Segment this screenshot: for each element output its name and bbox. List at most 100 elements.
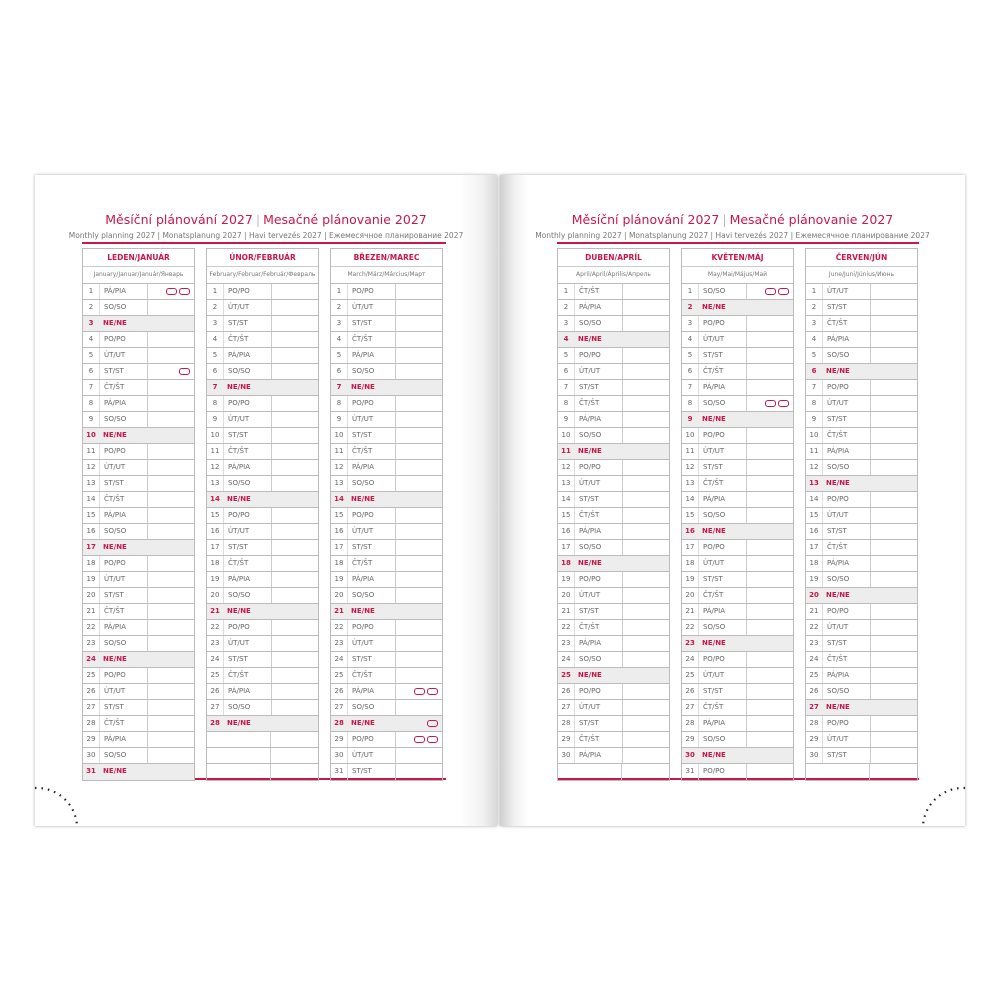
- notes-cell[interactable]: [396, 636, 442, 651]
- notes-cell[interactable]: [148, 444, 194, 459]
- day-row[interactable]: [207, 748, 318, 764]
- notes-cell[interactable]: [871, 412, 917, 427]
- day-row[interactable]: 15 PO/PO: [331, 508, 442, 524]
- day-row[interactable]: 12 ST/ST: [682, 460, 793, 476]
- notes-cell[interactable]: [871, 348, 917, 363]
- notes-cell[interactable]: [622, 444, 669, 459]
- day-row[interactable]: 25 NE/NE: [558, 668, 669, 684]
- notes-cell[interactable]: [747, 732, 793, 747]
- day-row[interactable]: 10 PO/PO: [682, 428, 793, 444]
- day-row[interactable]: 23 ÚT/UT: [207, 636, 318, 652]
- notes-cell[interactable]: [147, 540, 194, 555]
- day-row[interactable]: 15 SO/SO: [682, 508, 793, 524]
- day-row[interactable]: 24 NE/NE: [83, 652, 194, 668]
- notes-cell[interactable]: [623, 652, 669, 667]
- notes-cell[interactable]: [623, 588, 669, 603]
- notes-cell[interactable]: [623, 348, 669, 363]
- notes-cell[interactable]: [871, 524, 917, 539]
- day-row[interactable]: 1 ČT/ŠT: [558, 284, 669, 300]
- notes-cell[interactable]: [272, 284, 318, 299]
- day-row[interactable]: 22 SO/SO: [682, 620, 793, 636]
- notes-cell[interactable]: [871, 732, 917, 747]
- day-row[interactable]: 25 ÚT/UT: [682, 668, 793, 684]
- notes-cell[interactable]: [747, 540, 793, 555]
- day-row[interactable]: 8 PO/PO: [331, 396, 442, 412]
- notes-cell[interactable]: [272, 364, 318, 379]
- day-row[interactable]: 14 ST/ST: [558, 492, 669, 508]
- day-row[interactable]: 28 ST/ST: [558, 716, 669, 732]
- notes-cell[interactable]: [746, 300, 793, 315]
- notes-cell[interactable]: [871, 396, 917, 411]
- day-row[interactable]: 3 SO/SO: [558, 316, 669, 332]
- day-row[interactable]: 21 PO/PO: [806, 604, 917, 620]
- notes-cell[interactable]: [272, 460, 318, 475]
- day-row[interactable]: 28 ČT/ŠT: [83, 716, 194, 732]
- day-row[interactable]: 22 PO/PO: [331, 620, 442, 636]
- notes-cell[interactable]: [747, 396, 793, 411]
- day-row[interactable]: 2 PÁ/PIA: [558, 300, 669, 316]
- day-row[interactable]: 28 PÁ/PIA: [682, 716, 793, 732]
- day-row[interactable]: 15 PÁ/PIA: [83, 508, 194, 524]
- day-row[interactable]: 9 ST/ST: [806, 412, 917, 428]
- day-row[interactable]: 28 NE/NE: [207, 716, 318, 732]
- day-row[interactable]: 16 ÚT/UT: [331, 524, 442, 540]
- day-row[interactable]: 8 PÁ/PIA: [83, 396, 194, 412]
- day-row[interactable]: 17 ST/ST: [207, 540, 318, 556]
- notes-cell[interactable]: [272, 332, 318, 347]
- notes-cell[interactable]: [747, 572, 793, 587]
- notes-cell[interactable]: [396, 348, 442, 363]
- day-row[interactable]: 2 ÚT/UT: [331, 300, 442, 316]
- notes-cell[interactable]: [871, 604, 917, 619]
- notes-cell[interactable]: [396, 444, 442, 459]
- notes-cell[interactable]: [623, 492, 669, 507]
- day-row[interactable]: 18 ČT/ŠT: [331, 556, 442, 572]
- notes-cell[interactable]: [272, 348, 318, 363]
- day-row[interactable]: 29 SO/SO: [682, 732, 793, 748]
- day-row[interactable]: 6 NE/NE: [806, 364, 917, 380]
- day-row[interactable]: 6 SO/SO: [207, 364, 318, 380]
- notes-cell[interactable]: [148, 284, 194, 299]
- day-row[interactable]: 31 NE/NE: [83, 764, 194, 780]
- day-row[interactable]: 22 ČT/ŠT: [558, 620, 669, 636]
- notes-cell[interactable]: [272, 588, 318, 603]
- notes-cell[interactable]: [396, 316, 442, 331]
- notes-cell[interactable]: [747, 316, 793, 331]
- day-row[interactable]: 14 NE/NE: [331, 492, 442, 508]
- day-row[interactable]: 12 ÚT/UT: [83, 460, 194, 476]
- day-row[interactable]: 25 PO/PO: [83, 668, 194, 684]
- day-row[interactable]: 10 SO/SO: [558, 428, 669, 444]
- day-row[interactable]: 11 ČT/ŠT: [207, 444, 318, 460]
- day-row[interactable]: 17 PO/PO: [682, 540, 793, 556]
- day-row[interactable]: 6 SO/SO: [331, 364, 442, 380]
- day-row[interactable]: 4 ÚT/UT: [682, 332, 793, 348]
- notes-cell[interactable]: [272, 556, 318, 571]
- notes-cell[interactable]: [396, 652, 442, 667]
- notes-cell[interactable]: [148, 716, 194, 731]
- day-row[interactable]: 13 SO/SO: [331, 476, 442, 492]
- day-row[interactable]: 20 SO/SO: [331, 588, 442, 604]
- day-row[interactable]: 7 PO/PO: [806, 380, 917, 396]
- day-row[interactable]: 8 ÚT/UT: [806, 396, 917, 412]
- notes-cell[interactable]: [871, 316, 917, 331]
- day-row[interactable]: 22 PÁ/PIA: [83, 620, 194, 636]
- day-row[interactable]: 24 SO/SO: [558, 652, 669, 668]
- notes-cell[interactable]: [747, 348, 793, 363]
- notes-cell[interactable]: [747, 284, 793, 299]
- day-row[interactable]: 5 SO/SO: [806, 348, 917, 364]
- day-row[interactable]: 21 ST/ST: [558, 604, 669, 620]
- notes-cell[interactable]: [623, 732, 669, 747]
- notes-cell[interactable]: [148, 412, 194, 427]
- day-row[interactable]: 11 PO/PO: [83, 444, 194, 460]
- notes-cell[interactable]: [148, 556, 194, 571]
- day-row[interactable]: 18 NE/NE: [558, 556, 669, 572]
- notes-cell[interactable]: [871, 284, 917, 299]
- notes-cell[interactable]: [396, 540, 442, 555]
- notes-cell[interactable]: [747, 668, 793, 683]
- notes-cell[interactable]: [871, 444, 917, 459]
- day-row[interactable]: 26 PO/PO: [558, 684, 669, 700]
- day-row[interactable]: 27 ÚT/UT: [558, 700, 669, 716]
- day-row[interactable]: 22 ÚT/UT: [806, 620, 917, 636]
- day-row[interactable]: 20 ČT/ŠT: [682, 588, 793, 604]
- day-row[interactable]: 3 ST/ST: [331, 316, 442, 332]
- notes-cell[interactable]: [148, 700, 194, 715]
